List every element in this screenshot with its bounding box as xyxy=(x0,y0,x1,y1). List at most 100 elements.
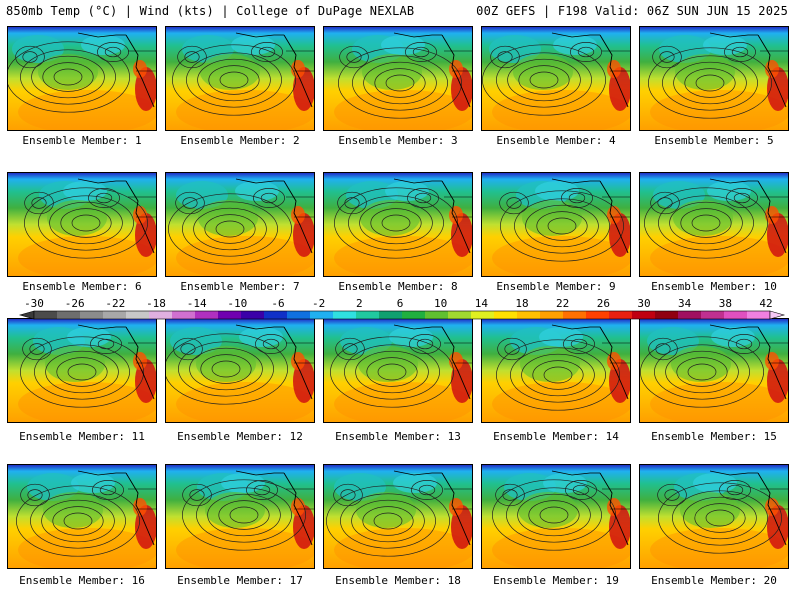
ensemble-member-label: Ensemble Member: 11 xyxy=(19,430,145,443)
ensemble-map-panel xyxy=(639,464,789,569)
colorbar-swatch xyxy=(425,311,449,319)
colorbar-tick-label: 42 xyxy=(759,297,772,310)
colorbar-swatch xyxy=(103,311,127,319)
colorbar-swatch xyxy=(241,311,265,319)
colorbar-swatch xyxy=(402,311,426,319)
ensemble-member-label: Ensemble Member: 15 xyxy=(651,430,777,443)
temperature-map xyxy=(482,173,630,276)
temperature-map xyxy=(640,173,788,276)
colorbar-swatch xyxy=(218,311,242,319)
colorbar-swatch xyxy=(563,311,587,319)
colorbar-min-arrow xyxy=(18,310,35,320)
temperature-map xyxy=(324,465,472,568)
colorbar-swatch xyxy=(678,311,702,319)
ensemble-map-panel xyxy=(639,172,789,277)
colorbar-swatch xyxy=(586,311,610,319)
temperature-map xyxy=(166,465,314,568)
ensemble-member-label: Ensemble Member: 19 xyxy=(493,574,619,587)
ensemble-map-panel xyxy=(323,172,473,277)
ensemble-member-label: Ensemble Member: 3 xyxy=(338,134,458,147)
ensemble-member-label: Ensemble Member: 14 xyxy=(493,430,619,443)
temperature-map xyxy=(166,27,314,130)
colorbar-tick-label: 22 xyxy=(556,297,569,310)
temperature-map xyxy=(166,319,314,422)
temperature-map xyxy=(482,319,630,422)
colorbar-tick-label: 38 xyxy=(719,297,732,310)
temperature-colorbar: -30 -26 -22 -18 -14 -10 -6 -2 2 6 10 14 18 22 26 30 34 38… xyxy=(18,297,786,320)
ensemble-member-label: Ensemble Member: 10 xyxy=(651,280,777,293)
colorbar-tick-label: 2 xyxy=(356,297,363,310)
ensemble-map-panel xyxy=(481,26,631,131)
colorbar-tick-label: -14 xyxy=(187,297,207,310)
colorbar-swatch xyxy=(632,311,656,319)
colorbar-swatch xyxy=(195,311,219,319)
ensemble-map-panel xyxy=(7,318,157,423)
colorbar-swatch xyxy=(126,311,150,319)
temperature-map xyxy=(640,27,788,130)
temperature-map xyxy=(166,173,314,276)
ensemble-member-label: Ensemble Member: 17 xyxy=(177,574,303,587)
ensemble-map-panel xyxy=(323,464,473,569)
colorbar-swatch xyxy=(540,311,564,319)
ensemble-map-panel xyxy=(481,318,631,423)
ensemble-member-label: Ensemble Member: 20 xyxy=(651,574,777,587)
ensemble-member-label: Ensemble Member: 16 xyxy=(19,574,145,587)
ensemble-map-panel xyxy=(165,318,315,423)
colorbar-swatch xyxy=(356,311,380,319)
ensemble-member-label: Ensemble Member: 4 xyxy=(496,134,616,147)
temperature-map xyxy=(482,27,630,130)
ensemble-map-panel xyxy=(7,172,157,277)
colorbar-tick-label: 18 xyxy=(515,297,528,310)
temperature-map xyxy=(640,319,788,422)
ensemble-map-panel xyxy=(323,26,473,131)
ensemble-map-panel xyxy=(481,172,631,277)
colorbar-tick-label: 26 xyxy=(597,297,610,310)
colorbar-swatch xyxy=(264,311,288,319)
ensemble-member-label: Ensemble Member: 13 xyxy=(335,430,461,443)
colorbar-swatch xyxy=(609,311,633,319)
colorbar-swatch xyxy=(149,311,173,319)
temperature-map xyxy=(8,465,156,568)
temperature-map xyxy=(640,465,788,568)
colorbar-tick-label: -6 xyxy=(271,297,284,310)
temperature-map xyxy=(324,173,472,276)
ensemble-map-panel xyxy=(323,318,473,423)
map-title: 850mb Temp (°C) | Wind (kts) | College o… xyxy=(6,4,415,18)
colorbar-swatch xyxy=(448,311,472,319)
colorbar-swatch xyxy=(494,311,518,319)
colorbar-tick-label: -26 xyxy=(65,297,85,310)
colorbar-tick-label: -2 xyxy=(312,297,325,310)
colorbar-tick-label: 14 xyxy=(475,297,489,310)
colorbar-swatch xyxy=(34,311,58,319)
colorbar-swatch xyxy=(379,311,403,319)
colorbar-swatch xyxy=(333,311,357,319)
ensemble-map-panel xyxy=(481,464,631,569)
colorbar-swatch xyxy=(724,311,748,319)
temperature-map xyxy=(8,319,156,422)
colorbar-swatch xyxy=(701,311,725,319)
ensemble-member-label: Ensemble Member: 7 xyxy=(180,280,300,293)
colorbar-swatch xyxy=(655,311,679,319)
ensemble-member-label: Ensemble Member: 1 xyxy=(22,134,142,147)
ensemble-map-panel xyxy=(7,26,157,131)
colorbar-tick-label: 34 xyxy=(678,297,692,310)
temperature-map xyxy=(8,173,156,276)
colorbar-tick-label: 30 xyxy=(637,297,650,310)
ensemble-member-label: Ensemble Member: 2 xyxy=(180,134,300,147)
colorbar-swatch xyxy=(287,311,311,319)
colorbar-swatch xyxy=(57,311,81,319)
run-valid-time: 00Z GEFS | F198 Valid: 06Z SUN JUN 15 20… xyxy=(476,4,788,18)
colorbar-max-arrow xyxy=(769,310,786,320)
ensemble-map-panel xyxy=(639,318,789,423)
ensemble-map-panel xyxy=(165,172,315,277)
ensemble-member-label: Ensemble Member: 12 xyxy=(177,430,303,443)
temperature-map xyxy=(324,319,472,422)
ensemble-member-label: Ensemble Member: 5 xyxy=(654,134,774,147)
ensemble-map-panel xyxy=(7,464,157,569)
colorbar-tick-label: -18 xyxy=(146,297,166,310)
colorbar-tick-label: -30 xyxy=(24,297,44,310)
temperature-map xyxy=(324,27,472,130)
colorbar-tick-label: -10 xyxy=(227,297,247,310)
colorbar-tick-label: 10 xyxy=(434,297,447,310)
colorbar-swatch xyxy=(80,311,104,319)
